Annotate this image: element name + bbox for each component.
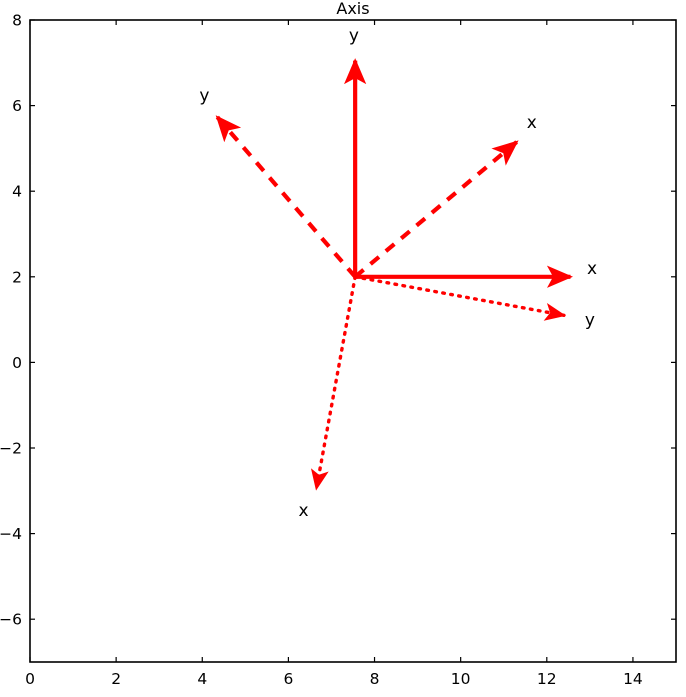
vector-arrows	[215, 58, 574, 491]
dotted-x-axis-arrow-label: x	[298, 501, 308, 521]
tick-marks	[29, 19, 676, 662]
dotted-y-axis-arrow	[353, 275, 567, 321]
x-tick-label: 14	[623, 670, 643, 688]
x-tick-label: 6	[283, 670, 293, 688]
dashed-x-axis-arrow	[353, 140, 519, 279]
plot-background	[30, 20, 676, 662]
dashed-y-axis-arrow-label: y	[199, 86, 209, 106]
y-tick-label: 2	[12, 268, 22, 286]
y-tick-label: 0	[12, 354, 22, 372]
x-tick-label: 10	[451, 670, 471, 688]
y-tick-label: 8	[12, 12, 22, 30]
dashed-x-axis-arrow-label: x	[527, 113, 537, 133]
plot-frame	[29, 19, 677, 663]
x-axis-tick-labels: 0 2 4 6 8 10 12 14	[25, 670, 643, 688]
vector-text-labels: y x x y y x	[199, 26, 597, 521]
y-axis-tick-labels: −6 −4 −2 0 2 4 6 8	[0, 12, 22, 629]
y-tick-label: −4	[0, 525, 22, 543]
y-tick-label: −2	[0, 440, 22, 458]
x-tick-label: 4	[197, 670, 207, 688]
y-tick-label: 6	[12, 97, 22, 115]
dotted-x-axis-arrow	[310, 275, 357, 491]
dotted-y-axis-arrow-label: y	[585, 311, 595, 331]
x-tick-label: 0	[25, 670, 35, 688]
dashed-y-axis-arrow	[215, 115, 357, 279]
x-tick-label: 12	[537, 670, 557, 688]
x-tick-label: 2	[111, 670, 121, 688]
solid-x-axis-arrow-label: x	[587, 259, 597, 279]
chart-title: Axis	[336, 0, 369, 18]
y-tick-label: −6	[0, 611, 22, 629]
y-tick-label: 4	[12, 183, 22, 201]
x-tick-label: 8	[370, 670, 380, 688]
solid-y-axis-arrow-label: y	[349, 26, 359, 46]
